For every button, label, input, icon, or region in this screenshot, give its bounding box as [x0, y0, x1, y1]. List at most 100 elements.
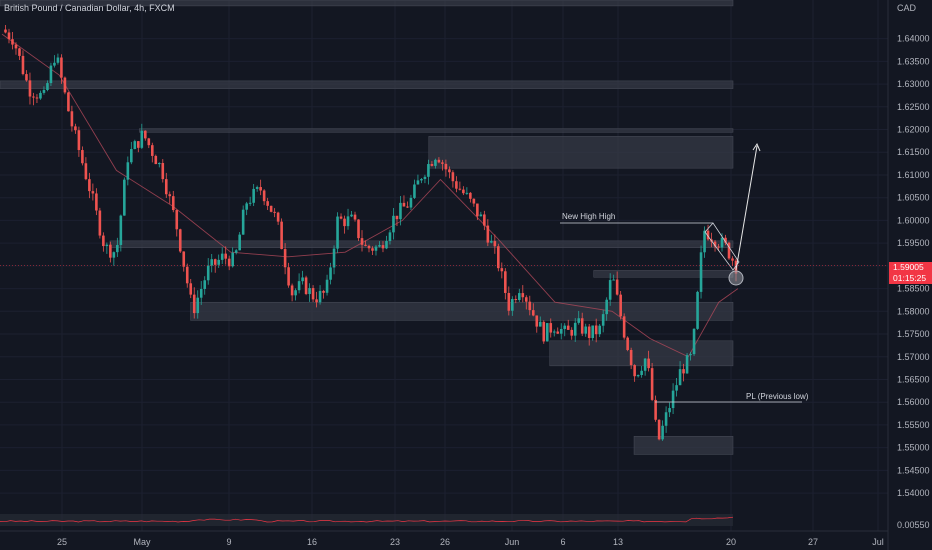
candle-body: [130, 149, 133, 163]
candle-body: [311, 288, 315, 300]
price-tick-label: 1.63500: [897, 56, 930, 66]
candle-body: [724, 237, 727, 243]
candle-body: [580, 318, 584, 334]
candle-body: [699, 252, 703, 292]
zone-box: [109, 240, 734, 248]
time-axis[interactable]: 25 May 9 16 23 26 Jun 6 13 20 27 Jul: [0, 530, 888, 547]
candle-body: [210, 259, 214, 266]
candle-body: [28, 80, 32, 97]
candle-body: [374, 246, 378, 251]
candle-body: [573, 322, 577, 336]
candle-body: [14, 44, 18, 49]
time-tick-label: 20: [726, 537, 736, 547]
candle-body: [53, 62, 56, 66]
candles: [4, 24, 738, 441]
candle-body: [469, 192, 472, 199]
candle-body: [570, 329, 574, 336]
candle-body: [717, 246, 720, 248]
candle-body: [234, 250, 238, 253]
candle-body: [664, 412, 668, 426]
candle-body: [46, 83, 49, 90]
candle-body: [332, 248, 336, 268]
candle-body: [231, 252, 234, 267]
cursor-marker[interactable]: [728, 270, 744, 286]
candle-body: [577, 318, 581, 323]
candle-body: [434, 159, 437, 166]
candle-body: [441, 162, 444, 164]
candle-body: [511, 299, 514, 311]
zone-box: [633, 436, 734, 455]
candle-body: [671, 390, 675, 409]
candle-body: [406, 206, 409, 208]
time-tick-label: May: [133, 537, 151, 547]
candle-body: [455, 181, 458, 189]
candle-body: [367, 245, 371, 249]
candle-body: [252, 188, 255, 203]
price-tick-label: 1.64000: [897, 34, 930, 44]
candle-body: [287, 267, 290, 286]
candle-body: [259, 187, 262, 191]
candle-body: [689, 354, 692, 356]
candle-body: [413, 184, 416, 198]
candle-body: [682, 369, 685, 374]
candle-body: [294, 290, 297, 296]
time-tick-label: Jun: [505, 537, 520, 547]
candle-body: [364, 244, 367, 246]
candle-body: [245, 203, 248, 210]
candle-body: [150, 145, 154, 156]
price-axis[interactable]: CAD 1.64000 1.63500 1.63000 1.62500 1.62000 1.…: [887, 0, 930, 550]
price-tick-label: 1.60000: [897, 215, 930, 225]
time-tick-label: 23: [390, 537, 400, 547]
candle-body: [587, 326, 591, 339]
candle-body: [157, 162, 161, 165]
price-tick-label: 1.54000: [897, 488, 930, 498]
candle-body: [622, 316, 626, 338]
current-price-tag: 1.59005 01:15:25: [889, 262, 932, 284]
candle-body: [84, 163, 88, 180]
candle-body: [353, 214, 357, 220]
candle-body: [206, 265, 210, 281]
candle-body: [451, 172, 455, 182]
candle-body: [318, 290, 322, 303]
price-tick-label: 1.62000: [897, 125, 930, 135]
candle-body: [360, 238, 364, 245]
zone-box: [593, 270, 734, 278]
candle-body: [102, 235, 105, 247]
candle-body: [7, 32, 11, 40]
candle-body: [109, 244, 112, 258]
candle-body: [248, 202, 252, 204]
candle-body: [269, 205, 273, 212]
candle-body: [213, 259, 217, 265]
candle-body: [531, 310, 535, 316]
price-tick-label: 1.60500: [897, 193, 930, 203]
candle-body: [486, 225, 490, 243]
new-high-label: New High High: [562, 212, 615, 221]
candle-body: [612, 279, 615, 281]
moving-average: [1, 33, 739, 358]
candle-body: [116, 244, 119, 253]
candle-body: [703, 230, 706, 253]
candle-body: [224, 253, 227, 259]
candle-body: [713, 241, 717, 247]
candle-body: [563, 325, 567, 329]
candle-body: [255, 187, 259, 189]
candle-body: [643, 358, 647, 371]
candle-body: [346, 216, 350, 227]
candle-body: [497, 246, 500, 269]
price-tick-label: 1.56000: [897, 397, 930, 407]
candle-body: [185, 266, 189, 284]
candle-body: [626, 337, 629, 350]
indicator-line: [0, 516, 734, 523]
price-tick-label: 1.57500: [897, 329, 930, 339]
candle-body: [535, 315, 539, 327]
candle-body: [164, 179, 168, 195]
candle-body: [395, 215, 399, 220]
candle-body: [608, 280, 612, 300]
candle-body: [650, 368, 654, 400]
candle-body: [504, 271, 507, 293]
zone-box: [190, 301, 734, 321]
candle-body: [182, 251, 186, 267]
candle-body: [423, 176, 427, 180]
candle-body: [154, 155, 158, 165]
